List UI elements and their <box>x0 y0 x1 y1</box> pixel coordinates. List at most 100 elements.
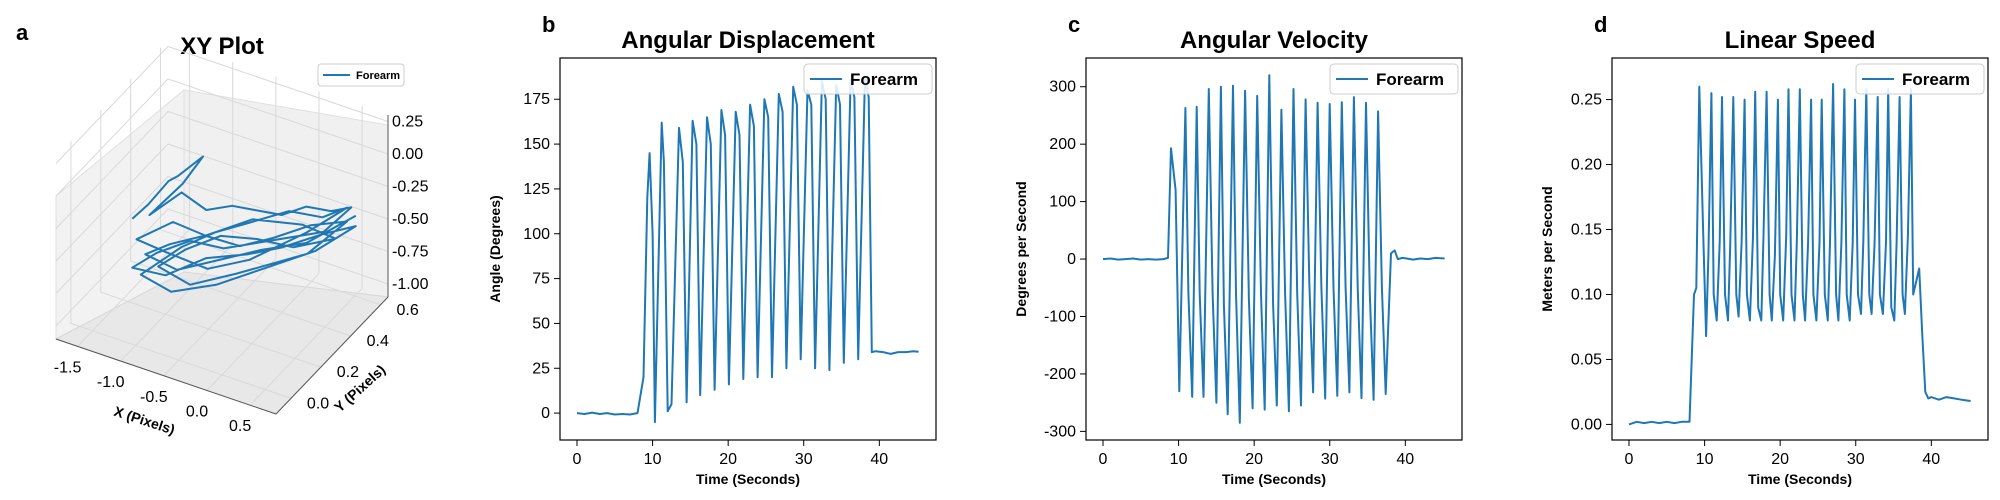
grid-line-z <box>55 208 389 327</box>
plot-frame-c <box>1085 57 1463 441</box>
y-tick-label-c: -200 <box>1044 366 1076 383</box>
legend-b: Forearm <box>803 63 933 95</box>
x-tick-label-d: 30 <box>1847 451 1865 468</box>
grid-line-x <box>163 76 277 377</box>
x-tick-label-b: 30 <box>795 451 813 468</box>
y-tick-label-d: 0.10 <box>1571 286 1602 303</box>
legend-label-d: Forearm <box>1902 70 1970 89</box>
z-tick-label-a: -0.25 <box>392 179 429 196</box>
grid-line-z <box>55 110 389 229</box>
legend-label-a: Forearm <box>356 70 400 82</box>
legend-d: Forearm <box>1855 63 1985 95</box>
x-tick-label-b: 20 <box>719 451 737 468</box>
x-tick-label-a: 0.0 <box>186 403 208 420</box>
tick-labels-3d: -1.5 -1.0 -0.5 0.0 0.5 0.0 0.2 0.4 0.6 0.25 0.00 -0… <box>54 114 429 436</box>
grid-line-y <box>70 141 292 399</box>
grid-line-y <box>160 47 381 306</box>
y-tick-label-b: 0 <box>541 405 550 422</box>
x-tick-label-c: 40 <box>1396 451 1414 468</box>
y-tick-label-c: 200 <box>1049 136 1076 153</box>
y-tick-label-c: -300 <box>1044 423 1076 440</box>
x-tick-label-b: 10 <box>644 451 662 468</box>
grid-line-y <box>130 79 351 337</box>
series-line-forearm-d <box>1628 83 1971 426</box>
x-axis-line-a <box>55 338 277 415</box>
panel-letter-a: a <box>16 20 29 45</box>
legend-a: Forearm <box>317 63 405 87</box>
chart-title-d: Linear Speed <box>1725 27 1876 54</box>
z-tick-label-a: -0.75 <box>392 244 429 261</box>
legend-c: Forearm <box>1329 63 1459 95</box>
series-line-forearm-a <box>131 155 357 293</box>
legend-box-c <box>1329 63 1459 95</box>
x-axis-label-a: X (Pixels) <box>112 403 177 438</box>
series-line-forearm-b <box>576 74 919 424</box>
z-tick-label-a: -0.50 <box>392 211 429 228</box>
grid-line-x <box>206 91 320 391</box>
legend-box-a <box>317 63 405 87</box>
legend-box-b <box>803 63 933 95</box>
x-axis-label-c: Time (Seconds) <box>1222 471 1326 487</box>
x-axis-label-b: Time (Seconds) <box>696 471 800 487</box>
y-tick-label-d: 0.25 <box>1571 92 1602 109</box>
panel-c: c Angular Velocity 0 10 20 30 40 -300 -200 -100 0 1… <box>1013 12 1463 487</box>
chart-title-b: Angular Displacement <box>621 27 874 54</box>
y-tick-label-a: 0.4 <box>367 333 389 350</box>
grid-line-x <box>249 106 363 406</box>
y-tick-label-d: 0.15 <box>1571 222 1602 239</box>
y-axis-label-c: Degrees per Second <box>1013 181 1029 316</box>
plot-frame-b <box>559 57 937 441</box>
legend-box-d <box>1855 63 1985 95</box>
y-tick-label-c: 0 <box>1067 251 1076 268</box>
grid-line-z <box>55 45 389 164</box>
y-tick-label-a: 0.2 <box>337 364 359 381</box>
legend-label-b: Forearm <box>850 70 918 89</box>
grid-line-z <box>55 143 389 262</box>
y-axis-label-d: Meters per Second <box>1539 186 1555 311</box>
x-tick-label-c: 10 <box>1170 451 1188 468</box>
y-tick-label-d: 0.05 <box>1571 351 1602 368</box>
x-tick-label-b: 0 <box>573 451 582 468</box>
series-line-forearm-c <box>1102 74 1445 424</box>
plot-frame-d <box>1611 57 1989 441</box>
x-tick-label-a: -1.0 <box>97 374 125 391</box>
series-line-forearm-3d <box>131 155 357 293</box>
z-tick-label-a: -1.00 <box>392 276 429 293</box>
y-tick-label-b: 125 <box>523 181 550 198</box>
y-tick-label-c: -100 <box>1044 308 1076 325</box>
panel-d: d Linear Speed 0 10 20 30 40 0.00 0.05 0.10 0.15 0.… <box>1539 12 1989 487</box>
y-tick-label-a: 0.6 <box>397 302 419 319</box>
y-tick-label-a: 0.0 <box>307 395 329 412</box>
pane-back <box>183 89 389 298</box>
y-tick-label-b: 75 <box>532 271 550 288</box>
x-tick-label-d: 10 <box>1696 451 1714 468</box>
y-tick-label-b: 50 <box>532 315 550 332</box>
panel-letter-d: d <box>1594 12 1607 37</box>
y-tick-label-b: 175 <box>523 91 550 108</box>
chart-title-c: Angular Velocity <box>1180 27 1369 54</box>
x-tick-label-c: 0 <box>1099 451 1108 468</box>
x-tick-label-a: -1.5 <box>54 359 82 376</box>
y-tick-label-b: 25 <box>532 360 550 377</box>
panel-letter-b: b <box>542 12 555 37</box>
chart-title-a: XY Plot <box>180 33 264 60</box>
legend-label-c: Forearm <box>1376 70 1444 89</box>
y-tick-label-b: 100 <box>523 226 550 243</box>
y-tick-label-d: 0.00 <box>1571 416 1602 433</box>
x-tick-label-b: 40 <box>870 451 888 468</box>
x-tick-label-c: 30 <box>1321 451 1339 468</box>
x-tick-label-d: 40 <box>1922 451 1940 468</box>
y-tick-label-d: 0.20 <box>1571 157 1602 174</box>
panel-b: b Angular Displacement 0 10 20 30 40 0 25 50 75 100… <box>487 12 937 487</box>
y-tick-label-c: 100 <box>1049 194 1076 211</box>
x-tick-label-a: -0.5 <box>140 389 168 406</box>
y-tick-label-b: 150 <box>523 136 550 153</box>
y-axis-label-b: Angle (Degrees) <box>487 195 503 302</box>
y-tick-label-c: 300 <box>1049 79 1076 96</box>
z-tick-label-a: 0.25 <box>392 114 423 131</box>
panel-a: a XY Plot -1.5 -1.0 -0.5 0.0 0.5 0.0 0.2 0.4 0.6… <box>16 20 429 438</box>
panel-letter-c: c <box>1068 12 1080 37</box>
x-tick-label-c: 20 <box>1245 451 1263 468</box>
x-tick-label-d: 20 <box>1771 451 1789 468</box>
